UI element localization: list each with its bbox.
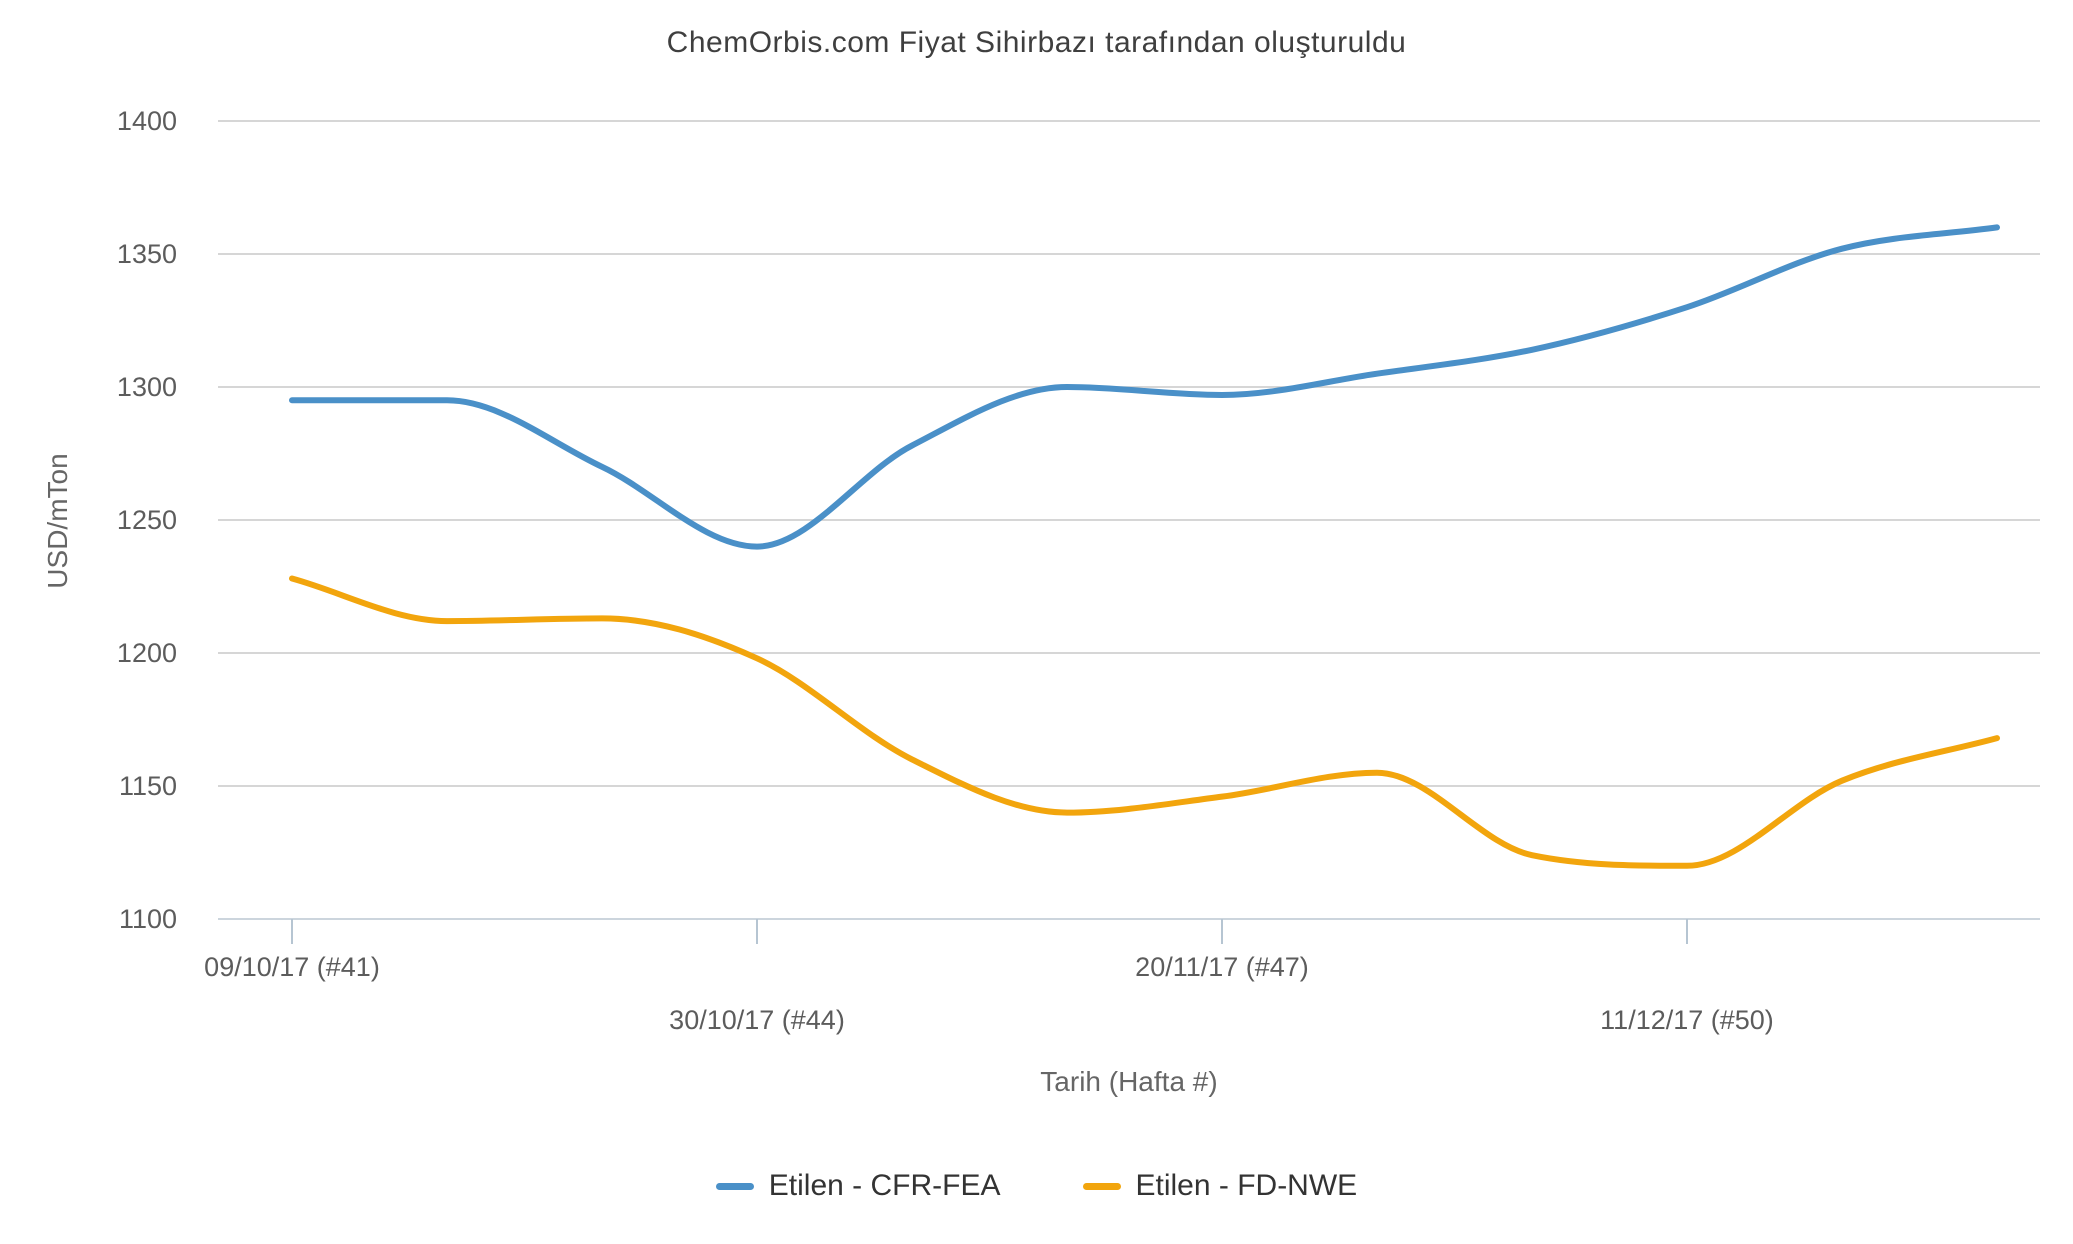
x-tick-label: 09/10/17 (#41): [204, 952, 380, 982]
legend-swatch-blue-line-icon: [715, 1182, 754, 1190]
y-tick-label: 1200: [117, 638, 177, 668]
x-axis-title: Tarih (Hafta #): [1040, 1066, 1218, 1097]
y-tick-label: 1250: [117, 505, 177, 535]
y-tick-label: 1350: [117, 239, 177, 269]
y-axis-title: USD/mTon: [42, 453, 73, 589]
x-tick-label: 30/10/17 (#44): [669, 1005, 845, 1035]
x-tick-label: 11/12/17 (#50): [1600, 1005, 1774, 1035]
legend: Etilen - CFR-FEA Etilen - FD-NWE: [0, 1162, 2073, 1210]
y-tick-label: 1400: [117, 106, 177, 136]
y-tick-label: 1300: [117, 372, 177, 402]
legend-item-etilen-fd-nwe[interactable]: Etilen - FD-NWE: [1082, 1169, 1358, 1203]
x-tick-label: 20/11/17 (#47): [1135, 952, 1309, 982]
legend-label: Etilen - CFR-FEA: [768, 1169, 1001, 1202]
legend-item-etilen-cfr-fea[interactable]: Etilen - CFR-FEA: [715, 1169, 1001, 1203]
y-tick-label: 1100: [119, 904, 177, 934]
series-line-etilen-fd-nwe: [289, 575, 2000, 869]
chart-title: ChemOrbis.com Fiyat Sihirbazı tarafından…: [666, 26, 1407, 59]
legend-label: Etilen - FD-NWE: [1135, 1169, 1358, 1202]
legend-swatch-orange-line-icon: [1082, 1182, 1121, 1190]
series-line-etilen-cfr-fea: [289, 224, 2000, 550]
y-tick-label: 1150: [119, 771, 177, 801]
